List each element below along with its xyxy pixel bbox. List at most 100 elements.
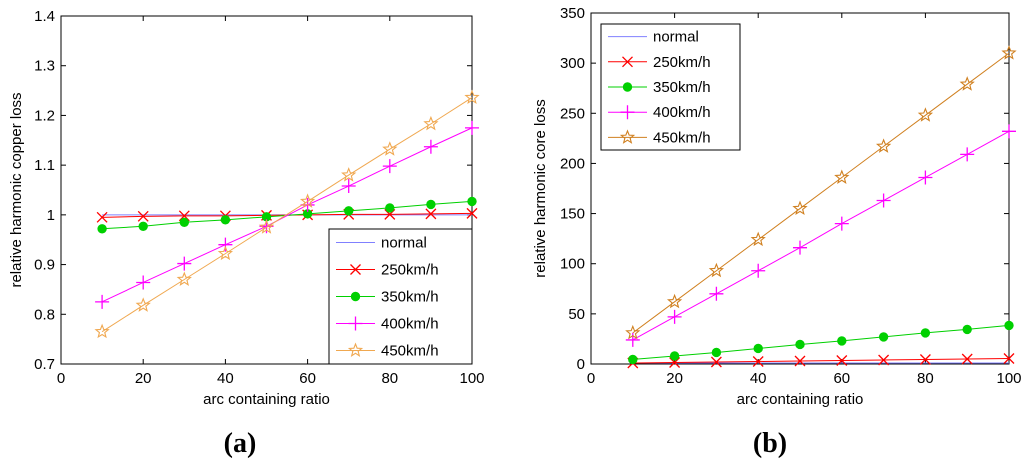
- chart-b: 0 20 40 60 80 100 0 50 100 150 200 250 300 350 arc con…: [532, 5, 1022, 459]
- series-b-2: [628, 320, 1014, 365]
- data-point-b-1: [752, 356, 764, 367]
- x-tick-label-b: 40: [750, 370, 767, 387]
- x-axis-label-a: arc containing ratio: [203, 391, 330, 408]
- series-a-3: [95, 120, 479, 309]
- chart-a: 0 20 40 60 80 100 0.7 0.8 0.9 1 1.1 1.2 1.3 1.4 arc co…: [8, 8, 485, 459]
- data-point-a-2: [426, 199, 436, 210]
- x-tick-label-a: 0: [57, 370, 65, 387]
- data-point-a-4: [382, 141, 398, 156]
- series-a-4: [94, 89, 480, 339]
- data-point-b-1: [710, 356, 722, 368]
- data-point-a-4: [258, 219, 275, 234]
- series-b-4: [625, 45, 1017, 340]
- y-tick-label-b: 350: [560, 5, 585, 22]
- y-axis-label-a: relative harmonic copper loss: [8, 92, 25, 287]
- data-point-b-4: [917, 107, 934, 122]
- series-line-b-2: [632, 324, 1010, 360]
- x-tick-label-b: 100: [996, 370, 1021, 387]
- data-point-a-2: [138, 221, 148, 231]
- data-point-b-1: [878, 354, 890, 366]
- data-point-b-3: [1002, 124, 1016, 139]
- data-point-b-4: [1001, 45, 1017, 60]
- data-point-a-3: [218, 237, 233, 252]
- data-point-b-2: [962, 324, 972, 335]
- data-point-a-2: [344, 206, 354, 216]
- y-tick-label-a: 1.3: [34, 58, 55, 75]
- data-point-a-1: [466, 207, 478, 219]
- data-point-b-2: [628, 354, 638, 365]
- data-point-a-2: [220, 215, 231, 225]
- y-tick-label-a: 1: [47, 207, 55, 224]
- panel-label-b: (b): [753, 428, 787, 459]
- series-b-1: [627, 353, 1015, 369]
- data-point-a-2: [385, 203, 395, 213]
- legend-label-a-4: 450km/h: [381, 343, 439, 360]
- series-line-a-3: [101, 127, 473, 303]
- y-tick-label-a: 0.8: [34, 306, 55, 323]
- data-point-b-4: [666, 293, 683, 309]
- x-tick-label-b: 60: [833, 370, 850, 387]
- y-tick-label-b: 50: [568, 306, 585, 323]
- data-point-b-3: [793, 240, 807, 255]
- data-point-b-3: [667, 309, 682, 324]
- legend-marker-b-4: [619, 129, 636, 144]
- panel-label-a: (a): [224, 428, 257, 459]
- data-point-b-4: [834, 169, 850, 184]
- data-point-a-4: [423, 115, 439, 131]
- x-tick-label-a: 20: [135, 370, 152, 387]
- x-tick-label-a: 100: [459, 370, 484, 387]
- data-point-a-2: [97, 224, 107, 234]
- data-point-b-2: [795, 339, 805, 350]
- y-tick-label-a: 1.1: [34, 157, 55, 174]
- data-point-a-3: [341, 179, 356, 194]
- series-line-b-1: [632, 357, 1010, 364]
- data-point-a-1: [425, 208, 437, 220]
- data-point-a-3: [136, 275, 151, 290]
- y-tick-label-a: 1.4: [34, 8, 55, 25]
- data-point-b-4: [750, 231, 766, 247]
- legend-marker-a-4: [347, 342, 364, 357]
- legend-label-a-3: 400km/h: [381, 316, 439, 333]
- data-point-a-4: [299, 193, 316, 208]
- legend-b: normal 250km/h 350km/h 400km/h 450km/h: [600, 23, 741, 151]
- legend-label-a-1: 250km/h: [381, 262, 439, 279]
- data-point-b-3: [834, 216, 849, 231]
- y-tick-label-b: 200: [560, 155, 585, 172]
- data-point-b-1: [919, 354, 931, 365]
- data-point-b-2: [1004, 320, 1014, 331]
- data-point-a-3: [95, 294, 110, 309]
- data-point-a-4: [464, 89, 480, 105]
- y-tick-label-b: 100: [560, 256, 585, 273]
- data-point-b-3: [709, 286, 724, 301]
- data-point-b-3: [960, 147, 975, 162]
- y-axis-label-b: relative harmonic core loss: [532, 99, 549, 277]
- data-point-a-3: [465, 120, 479, 135]
- data-point-a-2: [179, 217, 190, 228]
- series-line-b-4: [632, 52, 1010, 334]
- legend-label-b-1: 250km/h: [653, 54, 711, 71]
- y-tick-label-a: 0.7: [34, 356, 55, 373]
- legend-marker-b-1: [622, 56, 633, 68]
- legend-label-b-0: normal: [653, 29, 699, 46]
- x-tick-label-b: 80: [917, 370, 934, 387]
- legend-label-a-0: normal: [381, 235, 427, 252]
- y-tick-label-b: 300: [560, 55, 585, 72]
- y-tick-label-b: 150: [560, 206, 585, 223]
- legend-label-a-2: 350km/h: [381, 289, 439, 306]
- legend-marker-a-3: [348, 316, 363, 331]
- data-point-b-1: [961, 353, 973, 365]
- data-point-b-4: [708, 262, 725, 278]
- data-point-a-4: [217, 245, 234, 261]
- y-tick-label-a: 0.9: [34, 257, 55, 274]
- x-axis-label-b: arc containing ratio: [737, 391, 864, 408]
- y-tick-label-a: 1.2: [34, 107, 55, 124]
- data-point-b-1: [1003, 353, 1015, 364]
- data-point-b-1: [836, 355, 848, 366]
- legend-marker-b-2: [622, 82, 633, 92]
- legend-marker-a-1: [350, 264, 361, 275]
- data-point-b-4: [625, 324, 641, 340]
- legend-label-b-2: 350km/h: [653, 79, 711, 96]
- data-point-b-4: [792, 200, 808, 216]
- data-point-a-3: [382, 159, 397, 174]
